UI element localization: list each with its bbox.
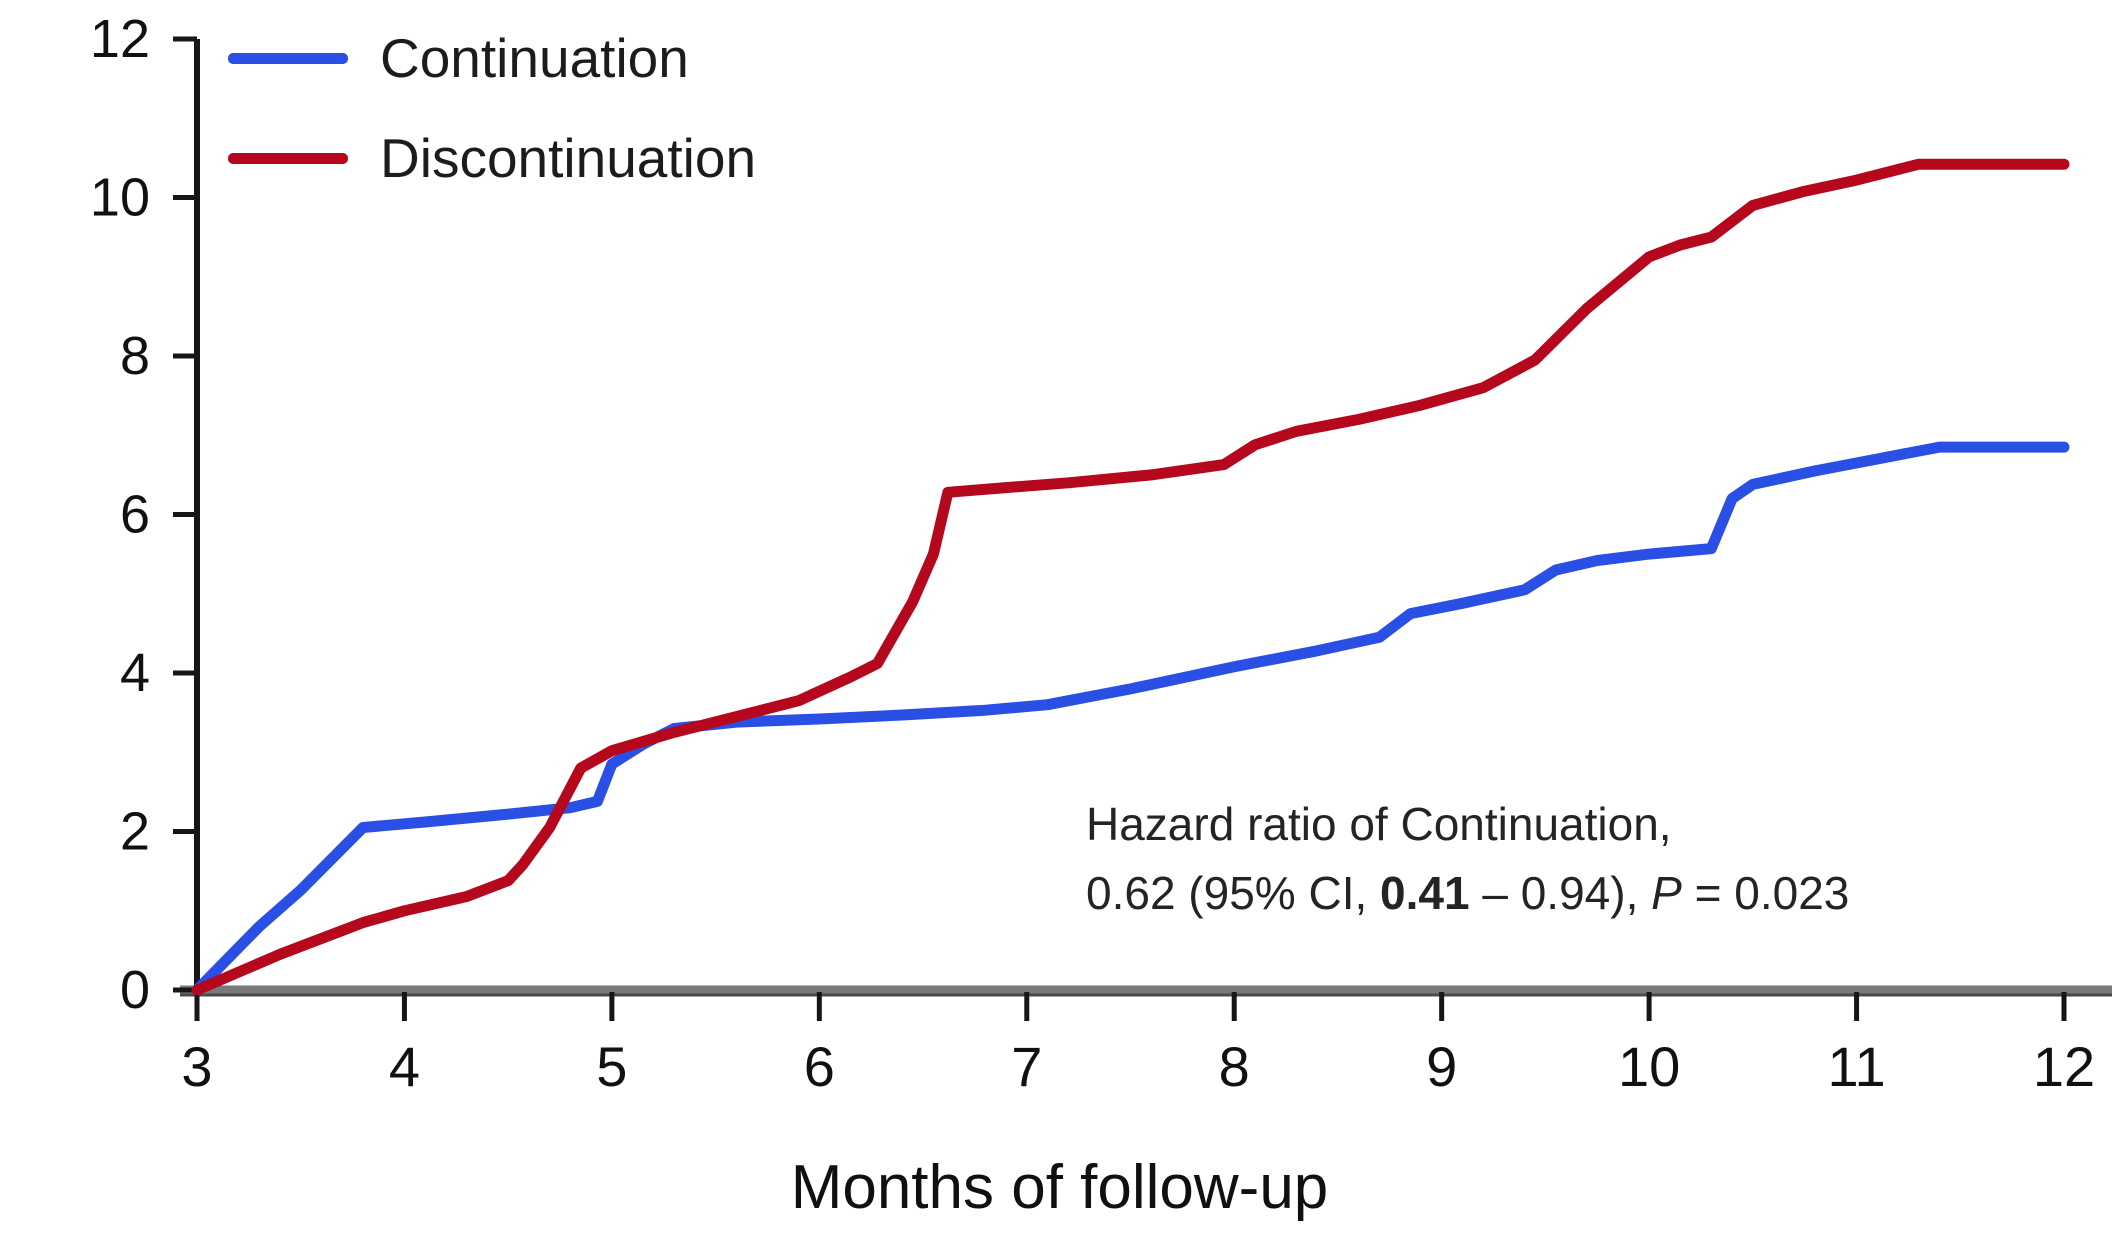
x-axis-tick-label: 8 bbox=[1219, 1035, 1250, 1098]
legend-label-discontinuation: Discontinuation bbox=[380, 127, 757, 189]
x-axis-tick-label: 5 bbox=[596, 1035, 627, 1098]
series-line-discontinuation bbox=[191, 158, 2070, 996]
legend-label-continuation: Continuation bbox=[380, 27, 689, 89]
series-line-continuation bbox=[191, 441, 2070, 996]
annotation-line2-post: = 0.023 bbox=[1681, 867, 1850, 919]
annotation-line2-pvalue-symbol: P bbox=[1651, 867, 1682, 919]
y-axis-tick-label: 8 bbox=[120, 326, 150, 386]
legend-item-discontinuation: Discontinuation bbox=[228, 126, 756, 190]
y-axis-tick-label: 2 bbox=[120, 802, 150, 862]
y-axis-tick-label: 10 bbox=[90, 168, 150, 228]
legend-item-continuation: Continuation bbox=[228, 26, 756, 90]
x-axis-tick-label: 11 bbox=[1827, 1035, 1885, 1098]
annotation-line2-mid: – 0.94), bbox=[1469, 867, 1652, 919]
annotation-line2: 0.62 (95% CI, 0.41 – 0.94), P = 0.023 bbox=[1086, 859, 1849, 928]
x-axis-tick-label: 12 bbox=[2033, 1035, 2095, 1098]
x-axis-tick-label: 3 bbox=[181, 1035, 212, 1098]
x-axis-tick-label: 4 bbox=[389, 1035, 420, 1098]
continuation-line-swatch bbox=[228, 52, 348, 64]
x-axis-tick-label: 9 bbox=[1426, 1035, 1457, 1098]
hazard-ratio-annotation: Hazard ratio of Continuation, 0.62 (95% … bbox=[1086, 790, 1849, 928]
annotation-line2-ci-low: 0.41 bbox=[1380, 867, 1470, 919]
x-axis-tick-label: 7 bbox=[1011, 1035, 1042, 1098]
discontinuation-line-swatch bbox=[228, 152, 348, 164]
x-axis-title: Months of follow-up bbox=[790, 1153, 1329, 1222]
annotation-line2-pre: 0.62 (95% CI, bbox=[1086, 867, 1381, 919]
y-axis-tick-label: 0 bbox=[120, 960, 150, 1020]
y-axis-tick-label: 12 bbox=[90, 9, 150, 69]
y-axis-tick-label: 4 bbox=[120, 643, 150, 703]
x-axis-tick-label: 6 bbox=[804, 1035, 835, 1098]
x-axis-tick-label: 10 bbox=[1618, 1035, 1680, 1098]
legend: Continuation Discontinuation bbox=[228, 26, 756, 190]
annotation-line1: Hazard ratio of Continuation, bbox=[1086, 798, 1672, 850]
y-axis-tick-label: 6 bbox=[120, 485, 150, 545]
